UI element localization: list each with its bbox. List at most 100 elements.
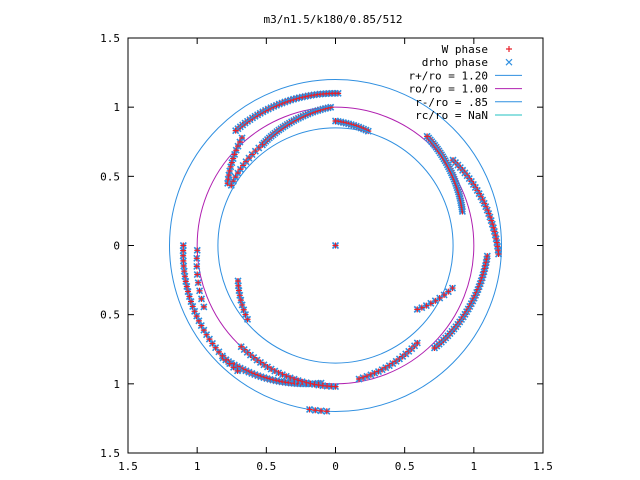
- w-marker: [225, 172, 232, 179]
- w-marker: [180, 263, 187, 270]
- legend-key-0: [506, 46, 512, 52]
- point-12-6: [197, 295, 206, 303]
- w-marker: [180, 252, 187, 259]
- point-11-21: [181, 272, 189, 280]
- y-tick-label-5: 1: [113, 378, 120, 391]
- circle-2: [217, 127, 454, 364]
- point-7-35: [430, 344, 439, 352]
- point-6-14: [479, 196, 487, 204]
- w-marker: [255, 144, 262, 151]
- point-3-2: [251, 147, 259, 155]
- w-marker: [240, 306, 247, 313]
- w-marker: [311, 381, 318, 388]
- w-marker: [228, 182, 235, 189]
- point-11-17: [185, 292, 193, 301]
- w-marker: [230, 364, 237, 371]
- chart-title: m3/n1.5/k180/0.85/512: [263, 13, 402, 26]
- w-marker: [193, 255, 200, 262]
- circle-0: [169, 79, 502, 412]
- x-tick-label-5: 1: [471, 460, 478, 473]
- w-marker: [182, 278, 189, 285]
- x-tick-label-1: 1: [194, 460, 201, 473]
- w-marker: [200, 303, 207, 310]
- w-marker: [194, 247, 201, 254]
- w-marker: [187, 298, 194, 305]
- w-marker: [239, 301, 246, 308]
- point-11-20: [182, 277, 190, 285]
- axis-ticks: 1.5 1 0.5 0 0.5 1 1.51.510.500.511.5: [100, 32, 553, 473]
- w-marker: [234, 367, 241, 374]
- w-marker: [181, 268, 188, 275]
- w-marker: [222, 356, 229, 363]
- w-marker: [414, 306, 421, 313]
- point-12-7: [200, 303, 208, 311]
- w-marker: [332, 242, 339, 249]
- w-marker: [189, 303, 196, 310]
- w-marker: [235, 277, 242, 284]
- w-marker: [215, 348, 222, 355]
- w-marker: [194, 271, 201, 278]
- point-11-27: [179, 241, 187, 250]
- legend-label-4: r-/ro = .85: [415, 96, 488, 109]
- point-5-37: [423, 132, 431, 140]
- w-marker: [493, 239, 500, 246]
- point-12-0: [193, 246, 201, 254]
- point-8-8: [413, 305, 421, 313]
- w-marker: [232, 127, 239, 134]
- point-6-20: [487, 216, 495, 225]
- w-marker: [449, 285, 456, 292]
- w-marker: [332, 118, 339, 124]
- w-marker: [249, 151, 256, 158]
- w-marker: [183, 283, 190, 290]
- point-12-2: [193, 262, 201, 270]
- w-marker: [252, 148, 259, 155]
- w-marker: [219, 352, 226, 359]
- point-6-29: [494, 250, 503, 258]
- point-12-1: [193, 254, 201, 262]
- point-11-25: [179, 252, 187, 260]
- legend-label-3: ro/ro = 1.00: [409, 83, 488, 96]
- point-11-19: [183, 282, 191, 291]
- point-7-14: [470, 294, 478, 302]
- w-marker: [180, 242, 187, 249]
- point-15-3: [305, 405, 314, 414]
- point-16-0: [331, 241, 340, 250]
- point-15-1: [317, 407, 325, 415]
- w-marker: [226, 360, 233, 367]
- legend-label-1: drho phase: [422, 56, 488, 69]
- point-11-18: [184, 287, 192, 296]
- w-marker: [315, 382, 322, 389]
- x-tick-label-0: 1.5: [118, 460, 138, 473]
- w-marker: [226, 167, 233, 174]
- y-tick-label-6: 1.5: [100, 447, 120, 460]
- w-marker: [237, 297, 244, 304]
- w-marker: [414, 339, 421, 346]
- w-marker: [186, 293, 193, 300]
- w-marker: [198, 295, 205, 302]
- point-12-4: [194, 279, 202, 287]
- w-marker: [180, 257, 187, 264]
- legend-label-5: rc/ro = NaN: [415, 109, 488, 122]
- w-marker: [307, 380, 314, 387]
- point-1-9: [225, 171, 233, 179]
- point-14-3: [238, 301, 246, 309]
- w-marker: [227, 163, 234, 170]
- w-marker: [495, 251, 502, 258]
- legend-label-0: W phase: [442, 43, 488, 56]
- x-tick-label-6: 1.5: [533, 460, 553, 473]
- w-marker: [181, 273, 188, 280]
- legend-label-2: r+/ro = 1.20: [409, 69, 488, 82]
- point-4-13: [331, 117, 340, 125]
- w-marker: [180, 247, 187, 254]
- w-marker: [195, 279, 202, 286]
- point-9-17: [413, 339, 421, 347]
- y-tick-label-1: 1: [113, 101, 120, 114]
- point-13-25: [237, 343, 245, 351]
- point-13-5: [310, 380, 319, 389]
- point-15-2: [311, 406, 319, 414]
- w-marker: [259, 141, 266, 148]
- y-tick-label-4: 0.5: [100, 309, 120, 322]
- y-tick-label-2: 0.5: [100, 170, 120, 183]
- point-3-11: [227, 181, 235, 189]
